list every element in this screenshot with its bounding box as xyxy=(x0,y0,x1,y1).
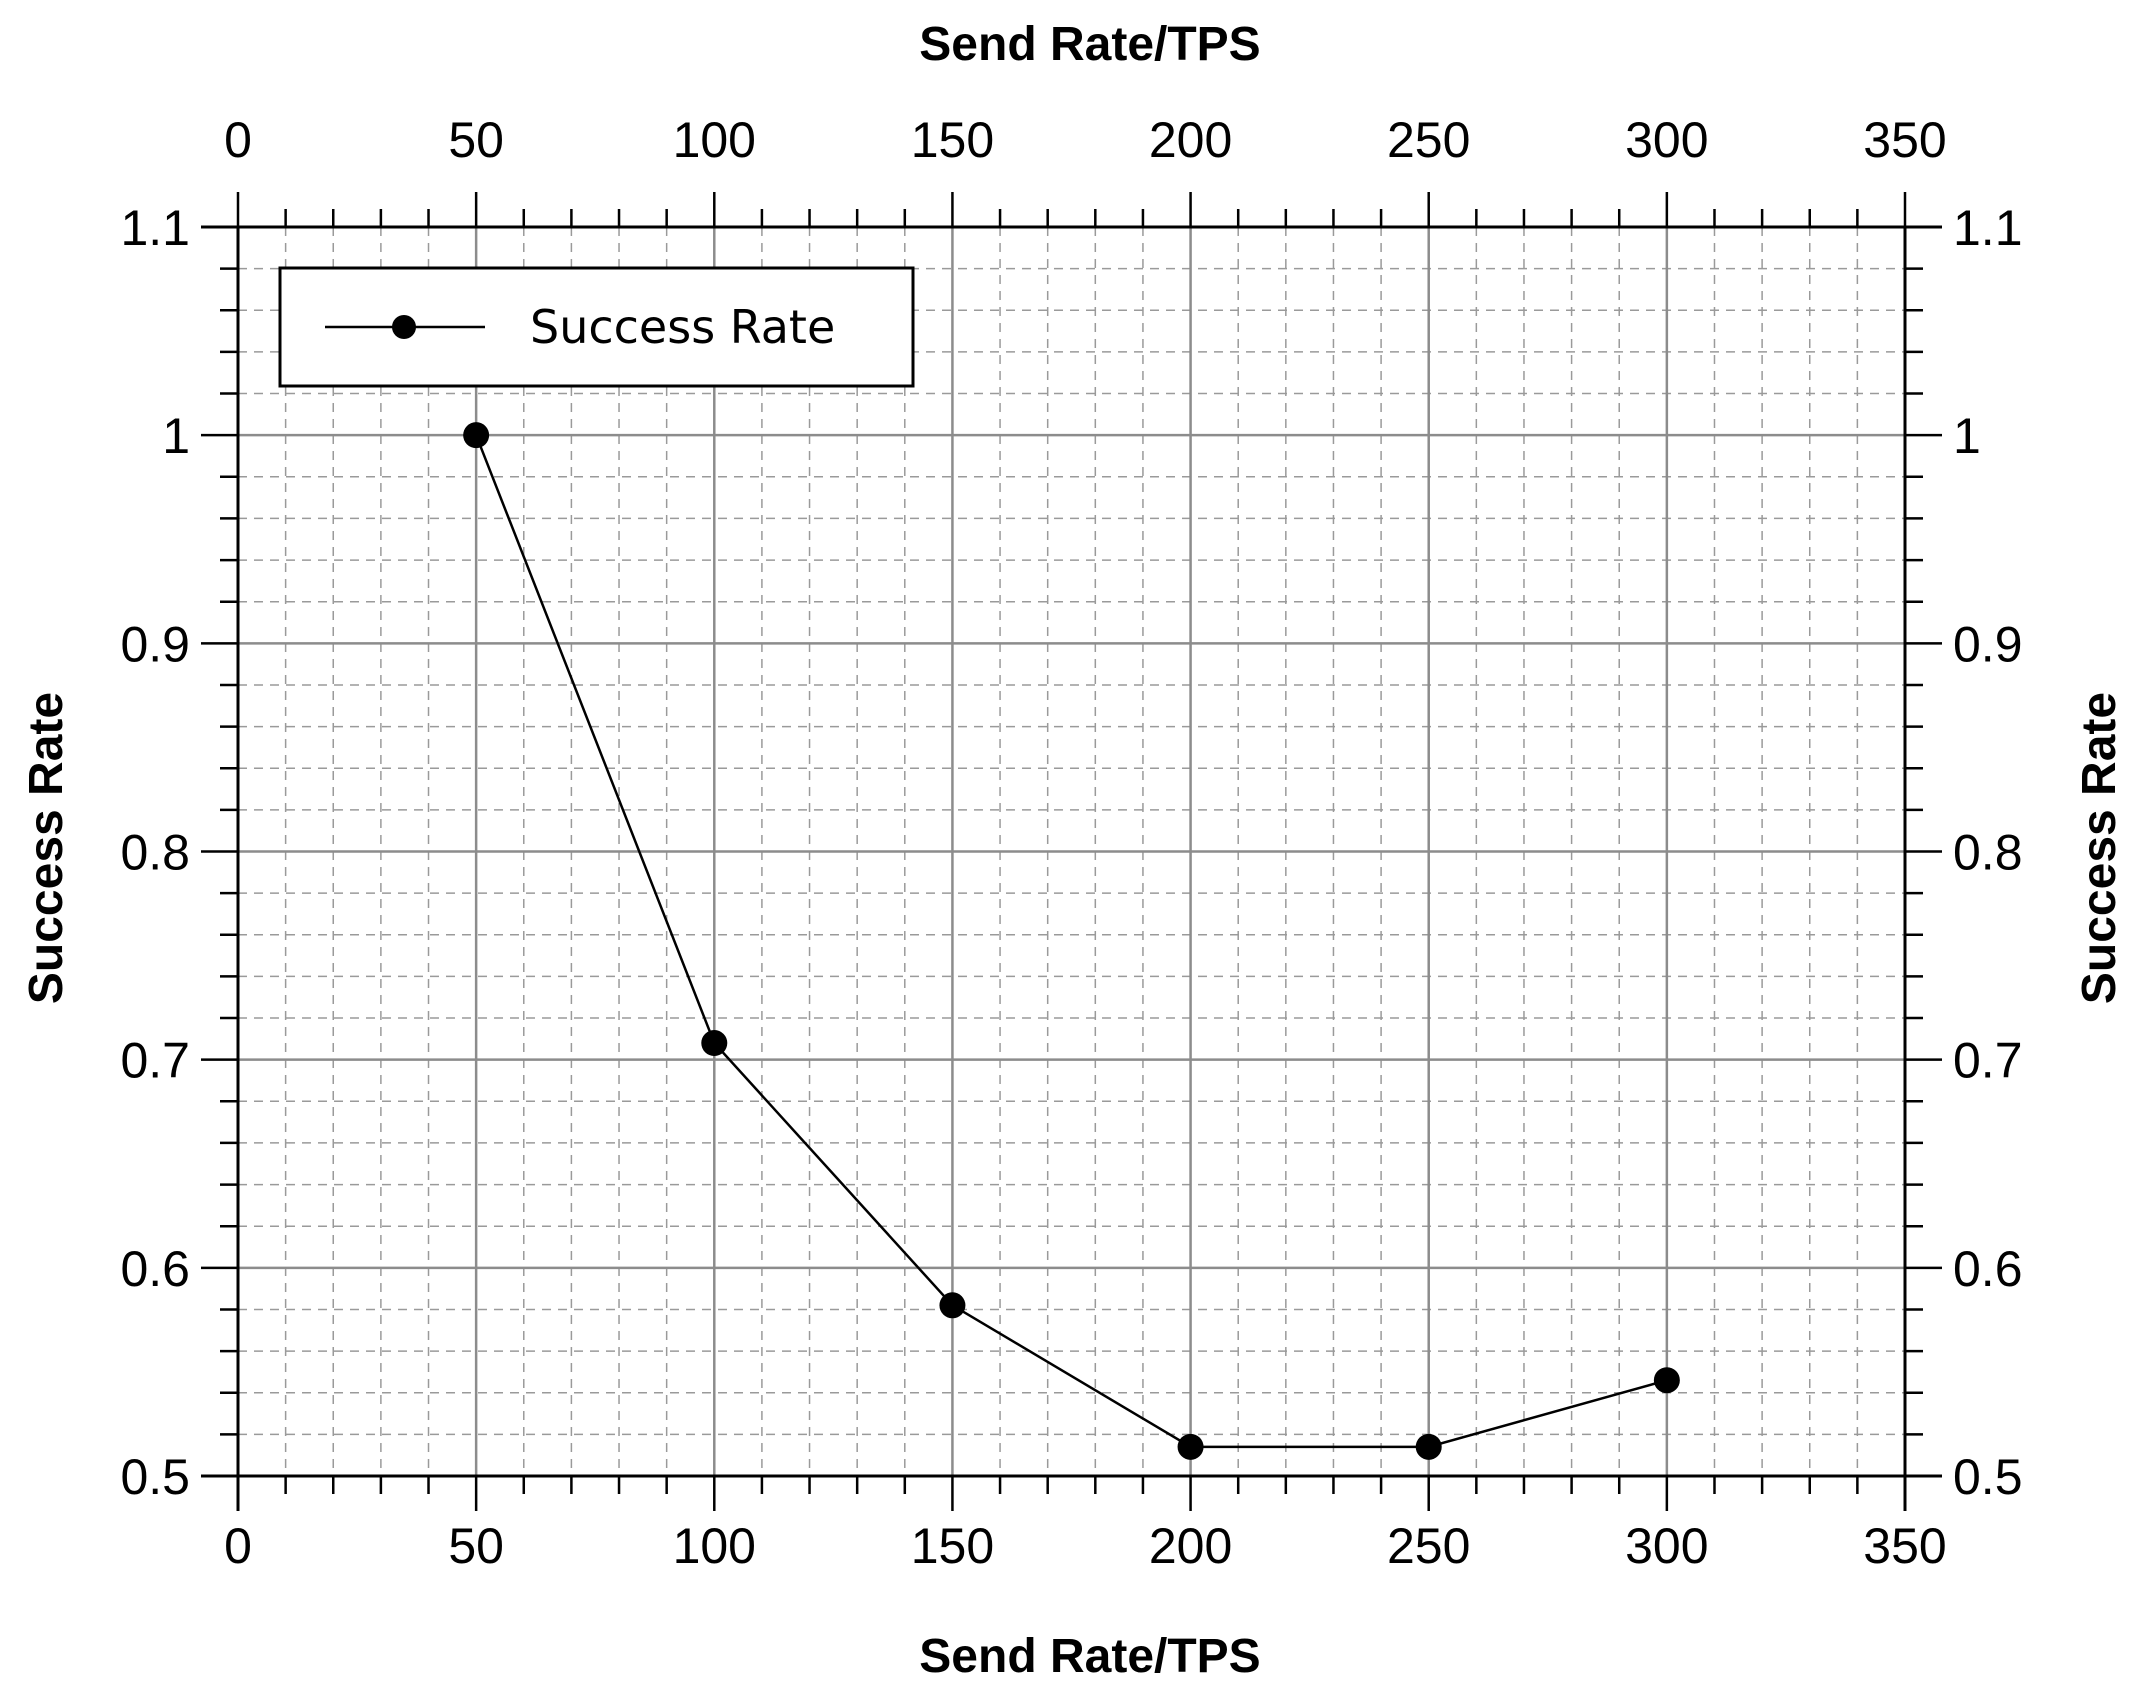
y-tick-label-right: 1 xyxy=(1953,408,1981,464)
x-tick-label-top: 250 xyxy=(1387,112,1470,168)
x-tick-label-top: 350 xyxy=(1863,112,1946,168)
x-tick-label-top: 150 xyxy=(911,112,994,168)
data-point xyxy=(1415,1433,1442,1460)
y-tick-label-left: 0.8 xyxy=(120,825,190,881)
x-tick-label-bottom: 50 xyxy=(448,1518,504,1574)
tick-labels: 0 0 50 50 100 100 150 150 200 200 250 250 300 300 350 3… xyxy=(120,112,2022,1574)
y-tick-label-left: 1 xyxy=(162,408,190,464)
y-axis-title-right: Success Rate xyxy=(2073,692,2126,1004)
series-line-0 xyxy=(474,434,1668,1449)
y-tick-label-right: 0.7 xyxy=(1953,1033,2023,1089)
grid xyxy=(238,227,1905,1476)
x-tick-label-bottom: 300 xyxy=(1625,1518,1708,1574)
x-tick-label-top: 0 xyxy=(224,112,252,168)
x-axis-title-top: Send Rate/TPS xyxy=(919,18,1260,71)
x-tick-label-top: 300 xyxy=(1625,112,1708,168)
y-tick-label-right: 0.6 xyxy=(1953,1241,2023,1297)
y-tick-label-right: 0.5 xyxy=(1953,1449,2023,1505)
data-point xyxy=(939,1292,966,1319)
y-tick-label-left: 0.6 xyxy=(120,1241,190,1297)
legend: Success Rate xyxy=(278,266,915,388)
data-point xyxy=(1177,1433,1204,1460)
y-tick-label-left: 1.1 xyxy=(120,200,190,256)
y-tick-label-left: 0.9 xyxy=(120,616,190,672)
data-point xyxy=(701,1030,728,1057)
y-tick-label-right: 0.9 xyxy=(1953,616,2023,672)
x-tick-label-top: 100 xyxy=(673,112,756,168)
legend-label: Success Rate xyxy=(530,300,835,354)
x-tick-label-top: 200 xyxy=(1149,112,1232,168)
x-tick-label-bottom: 250 xyxy=(1387,1518,1470,1574)
data-point xyxy=(463,422,490,449)
y-tick-label-right: 0.8 xyxy=(1953,825,2023,881)
y-tick-label-left: 0.7 xyxy=(120,1033,190,1089)
x-tick-label-bottom: 0 xyxy=(224,1518,252,1574)
x-tick-label-bottom: 100 xyxy=(673,1518,756,1574)
data-point xyxy=(1653,1367,1680,1394)
y-axis-title-left: Success Rate xyxy=(20,692,73,1004)
x-axis-title-bottom: Send Rate/TPS xyxy=(919,1630,1260,1683)
x-tick-label-bottom: 150 xyxy=(911,1518,994,1574)
y-tick-label-right: 1.1 xyxy=(1953,200,2023,256)
x-tick-label-top: 50 xyxy=(448,112,504,168)
legend-marker-sample xyxy=(392,315,416,339)
x-tick-label-bottom: 350 xyxy=(1863,1518,1946,1574)
axes xyxy=(201,192,1942,1511)
x-tick-label-bottom: 200 xyxy=(1149,1518,1232,1574)
y-tick-label-left: 0.5 xyxy=(120,1449,190,1505)
series-layer xyxy=(463,422,1680,1460)
